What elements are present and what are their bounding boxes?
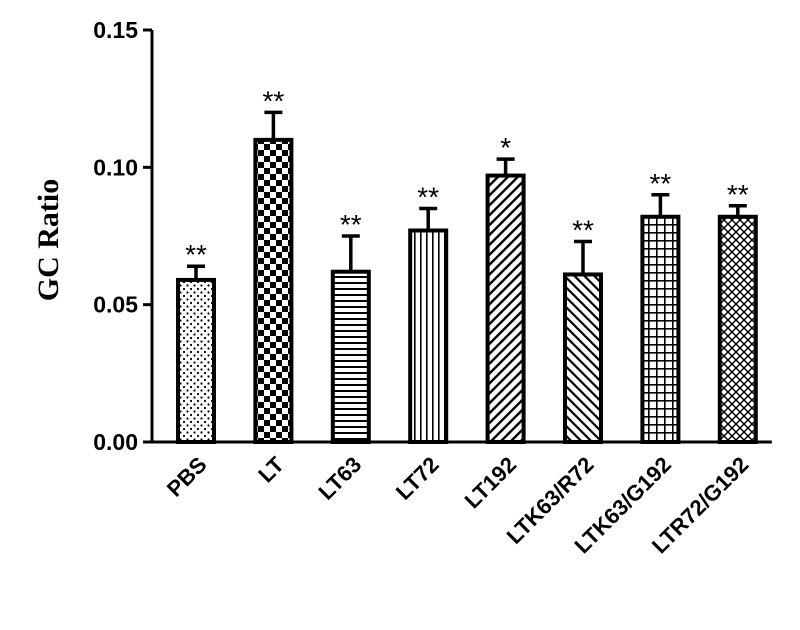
y-tick-label: 0.10 xyxy=(93,154,138,180)
bar-lt63 xyxy=(330,269,371,444)
plot-area: 0.00 0.05 0.10 0.15 ** PBS ** LT ** LT63 ** LT72 * LT… xyxy=(93,17,772,558)
significance-label: ** xyxy=(417,182,439,213)
y-tick-label: 0.00 xyxy=(93,429,138,455)
bar-ltr72-g192 xyxy=(717,214,758,444)
significance-label: ** xyxy=(572,214,594,245)
x-tick-label: LT xyxy=(253,451,289,487)
x-tick-label: LT72 xyxy=(391,452,444,505)
bar-pbs xyxy=(176,277,216,444)
significance-label: ** xyxy=(263,85,285,116)
bar-lt xyxy=(253,137,294,444)
bar-ltk63-g192 xyxy=(640,214,681,444)
significance-label: ** xyxy=(185,239,207,270)
x-tick-label: PBS xyxy=(162,452,212,502)
significance-label: ** xyxy=(727,179,749,210)
y-axis-title: GC Ratio xyxy=(32,179,65,302)
bar-lt192 xyxy=(485,173,526,444)
x-tick-label: LT63 xyxy=(314,452,367,505)
x-tick-label: LT192 xyxy=(460,452,521,513)
bar-lt72 xyxy=(408,228,449,444)
significance-label: * xyxy=(500,132,511,163)
significance-label: ** xyxy=(340,209,362,240)
significance-label: ** xyxy=(650,168,672,199)
y-tick-label: 0.15 xyxy=(93,17,138,43)
y-tick-label: 0.05 xyxy=(93,292,138,318)
bar-ltk63-r72 xyxy=(563,272,603,444)
